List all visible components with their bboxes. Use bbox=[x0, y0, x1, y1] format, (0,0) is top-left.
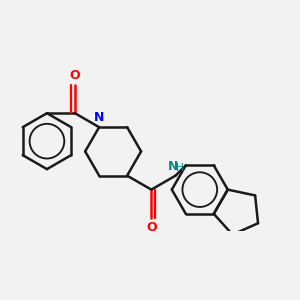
Text: H: H bbox=[176, 163, 184, 173]
Text: O: O bbox=[70, 69, 80, 82]
Text: N: N bbox=[94, 111, 104, 124]
Text: O: O bbox=[146, 220, 157, 233]
Text: N: N bbox=[168, 160, 178, 173]
